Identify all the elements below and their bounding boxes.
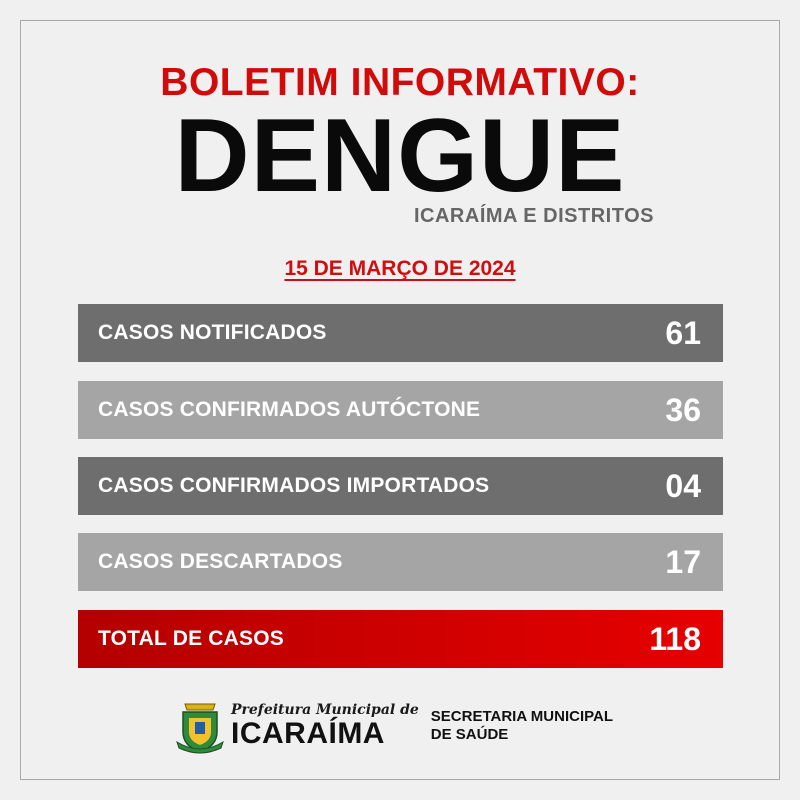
city-name: ICARAÍMA: [230, 717, 385, 750]
page-title: DENGUE: [174, 98, 626, 214]
stat-value: 04: [665, 467, 701, 504]
secretaria-line-2: DE SAÚDE: [430, 726, 509, 743]
stat-value: 17: [665, 543, 701, 580]
stat-value: 118: [649, 620, 701, 657]
prefeitura-logo: Prefeitura Municipal de ICARAÍMA: [231, 702, 419, 750]
stat-row-descartados: CASOS DESCARTADOS 17: [78, 533, 723, 591]
bulletin-date: 15 DE MARÇO DE 2024: [284, 257, 516, 280]
stat-label: CASOS NOTIFICADOS: [98, 321, 327, 344]
secretaria-label: SECRETARIA MUNICIPAL DE SAÚDE: [431, 708, 613, 744]
stat-row-total: TOTAL DE CASOS 118: [78, 610, 723, 668]
page-frame: [20, 20, 780, 780]
stat-value: 61: [665, 314, 701, 351]
bulletin-kicker: BOLETIM INFORMATIVO:: [160, 61, 640, 104]
stat-row-notificados: CASOS NOTIFICADOS 61: [78, 304, 723, 362]
page-subtitle: ICARAÍMA E DISTRITOS: [413, 205, 654, 227]
footer-branding: Prefeitura Municipal de ICARAÍMA SECRETA…: [0, 696, 800, 756]
prefeitura-label: Prefeitura Municipal de: [230, 702, 419, 718]
stat-label: TOTAL DE CASOS: [98, 627, 284, 650]
stat-row-confirmados-importados: CASOS CONFIRMADOS IMPORTADOS 04: [78, 457, 723, 515]
stat-label: CASOS CONFIRMADOS AUTÓCTONE: [98, 398, 481, 421]
stat-label: CASOS DESCARTADOS: [98, 550, 343, 573]
stat-row-confirmados-autoctone: CASOS CONFIRMADOS AUTÓCTONE 36: [78, 381, 723, 439]
secretaria-line-1: SECRETARIA MUNICIPAL: [430, 708, 614, 725]
municipal-crest-icon: [176, 703, 224, 754]
stat-label: CASOS CONFIRMADOS IMPORTADOS: [98, 474, 490, 497]
stat-value: 36: [665, 391, 701, 428]
